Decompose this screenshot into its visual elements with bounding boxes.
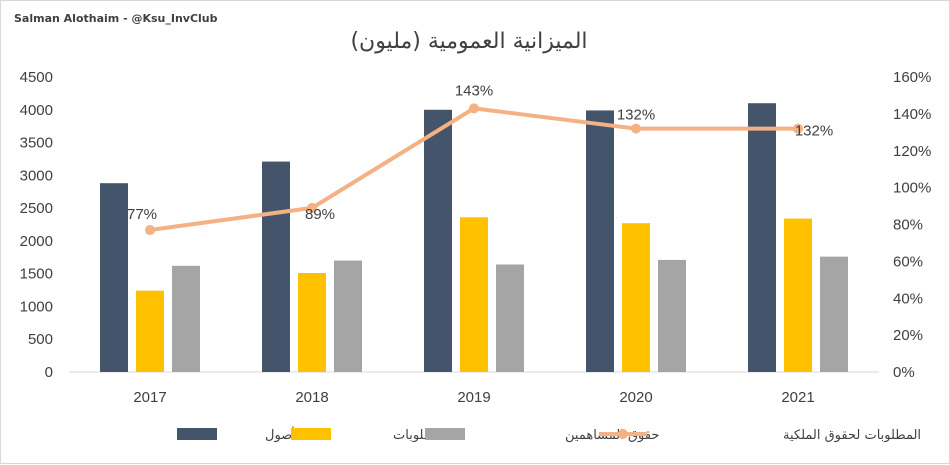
bars (100, 103, 848, 373)
y-left-tick-label: 2500 (20, 200, 53, 217)
y-left-tick-label: 4500 (20, 69, 53, 86)
y-right-tick-label: 60% (893, 253, 923, 270)
x-axis: 2017 2018 2019 2020 2021 (133, 389, 814, 406)
y-left-tick-label: 2000 (20, 233, 53, 250)
left-axis: 0 500 1000 1500 2000 2500 3000 3500 4000 4500 (20, 69, 53, 381)
ratio-point-2020 (631, 123, 641, 134)
y-right-tick-label: 140% (893, 106, 931, 123)
bar-2-2021 (784, 218, 812, 372)
legend-line-marker (618, 429, 628, 439)
y-right-tick-label: 100% (893, 180, 931, 197)
ratio-data-label-2020: 132% (617, 107, 655, 124)
credit-text: Salman Alothaim - @Ksu_InvClub (14, 12, 218, 25)
y-left-tick-label: 4000 (20, 102, 53, 119)
bar-1-2020 (586, 110, 614, 372)
bar-2-2017 (136, 290, 164, 372)
y-right-tick-label: 20% (893, 327, 923, 344)
ratio-data-label-2019: 143% (455, 82, 493, 99)
ratio-data-label-2018: 89% (305, 206, 335, 223)
bar-2-2018 (298, 273, 326, 372)
right-axis: 0% 20% 40% 60% 80% 100% 120% 140% 160% (893, 69, 931, 381)
ratio-line-path (148, 106, 800, 233)
x-tick-label: 2017 (133, 389, 166, 406)
y-right-tick-label: 40% (893, 290, 923, 307)
bar-2-2020 (622, 223, 650, 372)
ratio-point-2018 (307, 202, 317, 213)
bar-1-2017 (100, 183, 128, 372)
bar-1-2019 (424, 109, 452, 373)
y-right-tick-label: 80% (893, 217, 923, 234)
legend-swatch-1 (177, 428, 217, 440)
ratio-data-label-2017: 77% (127, 206, 157, 223)
x-tick-label: 2020 (619, 389, 652, 406)
bar-3-2018 (334, 260, 362, 372)
ratio-point-2021 (793, 123, 803, 134)
x-tick-label: 2018 (295, 389, 328, 406)
bar-3-2020 (658, 259, 686, 372)
y-left-tick-label: 500 (28, 331, 53, 348)
y-left-tick-label: 1500 (20, 266, 53, 283)
bar-3-2017 (172, 265, 200, 372)
legend-swatch-3 (425, 428, 465, 440)
y-left-tick-label: 0 (45, 364, 53, 381)
y-right-tick-label: 0% (893, 364, 915, 381)
x-tick-label: 2019 (457, 389, 490, 406)
legend-label-4: المطلوبات لحقوق الملكية (783, 428, 921, 443)
chart-title: الميزانية العمومية (مليون) (350, 29, 587, 54)
ratio-point-2017 (145, 225, 155, 236)
y-left-tick-label: 3000 (20, 167, 53, 184)
ratio-line: 77% 89% 143% 132% 132% (127, 82, 833, 236)
legend-swatch-2 (291, 428, 331, 440)
y-left-tick-label: 1000 (20, 298, 53, 315)
bar-1-2021 (748, 103, 776, 372)
bar-1-2018 (262, 161, 290, 372)
y-right-tick-label: 120% (893, 143, 931, 160)
bar-3-2019 (496, 264, 524, 372)
x-tick-label: 2021 (781, 389, 814, 406)
y-left-tick-label: 3500 (20, 135, 53, 152)
ratio-point-2019 (469, 103, 479, 114)
ratio-data-label-2021: 132% (795, 123, 833, 140)
bar-2-2019 (460, 217, 488, 372)
y-right-tick-label: 160% (893, 69, 931, 86)
bar-3-2021 (820, 256, 848, 372)
